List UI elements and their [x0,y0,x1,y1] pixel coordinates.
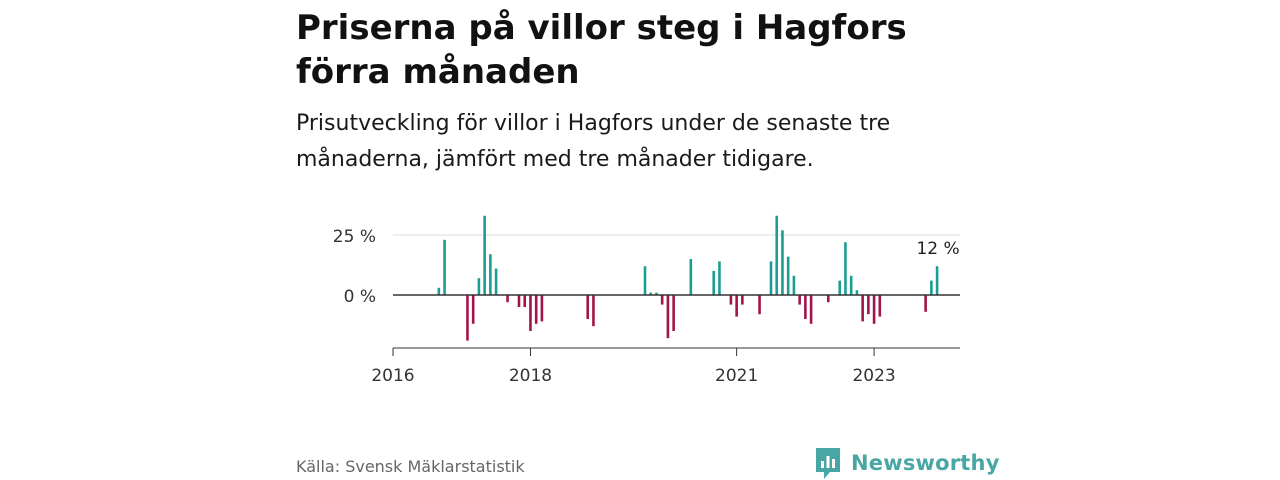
newsworthy-logo-icon [816,448,840,479]
y-tick-label: 25 % [333,227,376,247]
x-tick-label: 2021 [715,366,758,386]
last-value-label: 12 % [916,239,959,259]
source-note: Källa: Svensk Mäklarstatistik [296,457,525,476]
x-tick-label: 2023 [852,366,895,386]
x-tick-label: 2016 [371,366,414,386]
brand-name: Newsworthy [851,451,1000,475]
y-tick-label: 0 % [344,287,376,307]
chart-subtitle: Prisutveckling för villor i Hagfors unde… [296,111,891,172]
x-tick-label: 2018 [509,366,552,386]
chart-title: Priserna på villor steg i Hagfors förra … [296,8,907,92]
newsworthy-brand[interactable]: Newsworthy [814,446,1000,480]
